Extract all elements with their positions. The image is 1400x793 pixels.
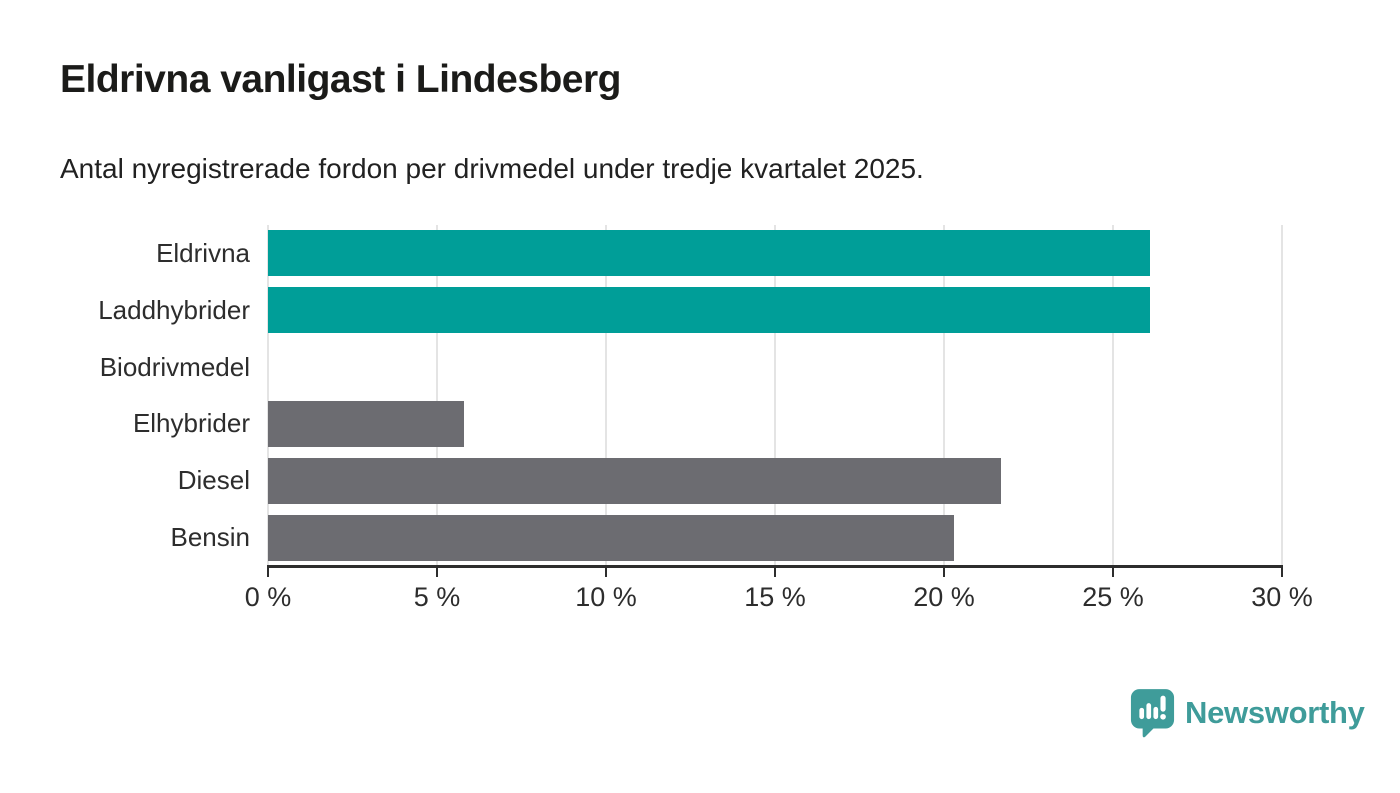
newsworthy-logo-text: Newsworthy (1185, 695, 1365, 730)
bar-bensin (268, 514, 955, 561)
gridline-30 (1281, 225, 1283, 566)
category-label-laddhybrider: Laddhybrider (98, 294, 250, 325)
x-tick-label-30: 30 % (1251, 582, 1313, 612)
category-label-biodrivmedel: Biodrivmedel (99, 351, 250, 382)
category-label-eldrivna: Eldrivna (156, 237, 250, 268)
plot-area (267, 225, 1283, 566)
bar-elhybrider (268, 400, 465, 447)
chart-subtitle: Antal nyregistrerade fordon per drivmede… (60, 153, 924, 184)
gridline-15 (774, 225, 776, 566)
gridline-5 (436, 225, 438, 566)
tick-mark-10 (605, 568, 607, 577)
category-axis-labels: Eldrivna Laddhybrider Biodrivmedel Elhybrid… (0, 225, 250, 566)
gridline-20 (943, 225, 945, 566)
x-axis-tick-labels: 0 % 5 % 10 % 15 % 20 % 25 % 30 % (245, 582, 1313, 616)
gridline-10 (605, 225, 607, 566)
x-tick-label-10: 10 % (575, 582, 637, 612)
tick-mark-25 (1112, 568, 1114, 577)
x-tick-label-15: 15 % (744, 582, 806, 612)
tick-mark-30 (1281, 568, 1283, 577)
tick-mark-0 (267, 568, 269, 577)
tick-mark-15 (774, 568, 776, 577)
x-tick-label-20: 20 % (913, 582, 975, 612)
x-tick-label-25: 25 % (1082, 582, 1144, 612)
x-axis-line (267, 565, 1283, 577)
bar-laddhybrider (268, 287, 1151, 334)
category-label-elhybrider: Elhybrider (132, 408, 250, 439)
chart-title: Eldrivna vanligast i Lindesberg (60, 58, 622, 101)
x-tick-label-0: 0 % (244, 582, 292, 612)
newsworthy-logo: Newsworthy (1130, 688, 1365, 738)
x-tick-label-5: 5 % (413, 582, 461, 612)
gridline-25 (1112, 225, 1114, 566)
tick-mark-20 (943, 568, 945, 577)
gridline-0 (267, 225, 269, 566)
category-label-diesel: Diesel (177, 465, 250, 496)
tick-mark-5 (436, 568, 438, 577)
bar-diesel (268, 457, 1002, 504)
bar-eldrivna (268, 230, 1151, 277)
category-label-bensin: Bensin (170, 522, 251, 553)
newsworthy-logo-icon (1130, 689, 1175, 738)
